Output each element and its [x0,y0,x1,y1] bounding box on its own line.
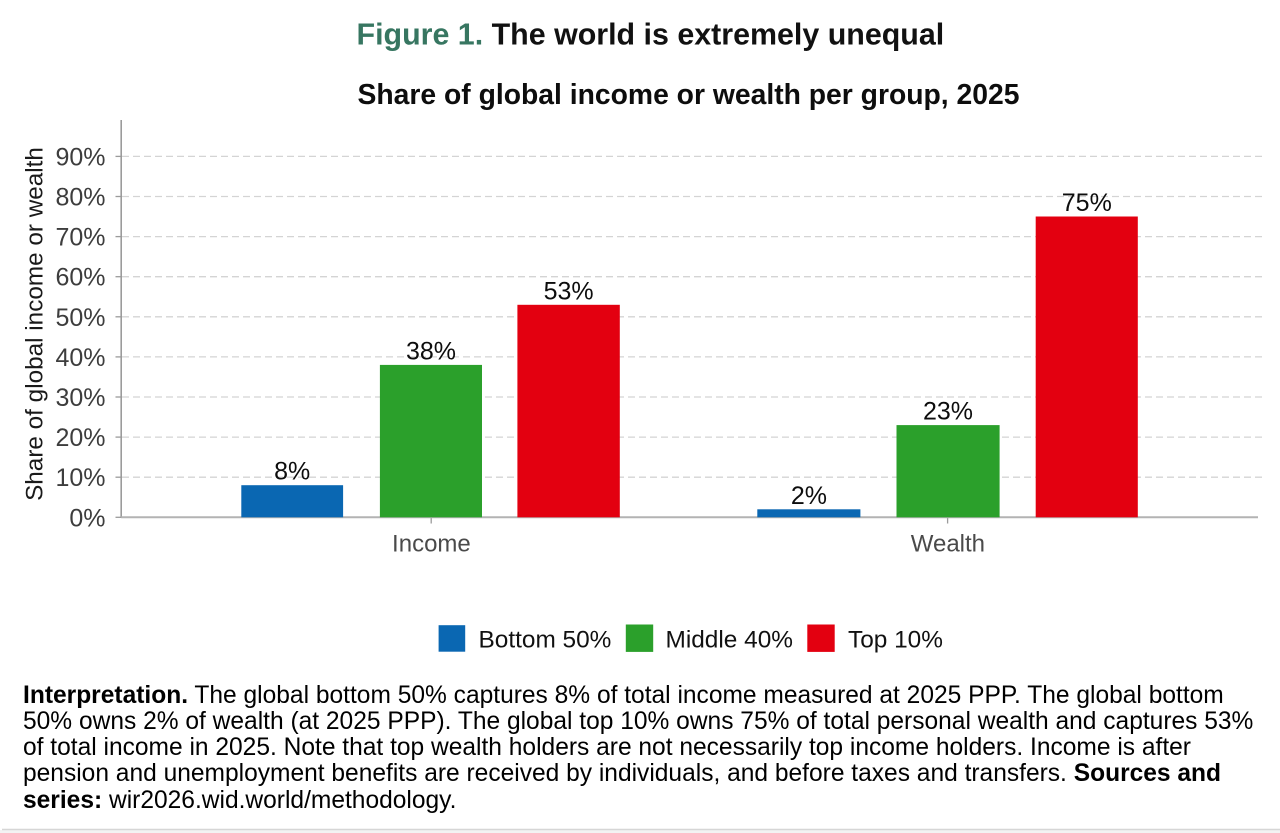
svg-text:Income: Income [392,531,471,558]
svg-text:50%: 50% [55,304,105,332]
svg-text:Top 10%: Top 10% [848,626,943,653]
svg-text:2%: 2% [791,482,827,510]
svg-text:23%: 23% [923,398,973,426]
svg-text:40%: 40% [55,344,105,372]
svg-text:10%: 10% [55,464,105,492]
svg-text:Figure 1. The world is extreme: Figure 1. The world is extremely unequal [357,18,945,52]
svg-text:Bottom 50%: Bottom 50% [479,626,612,653]
svg-text:38%: 38% [406,337,456,365]
svg-text:8%: 8% [274,458,310,486]
svg-text:90%: 90% [55,143,105,171]
svg-text:20%: 20% [55,424,105,452]
svg-text:Middle 40%: Middle 40% [666,626,793,653]
svg-text:53%: 53% [544,277,594,305]
svg-text:75%: 75% [1062,189,1112,217]
svg-text:Share of global income or weal: Share of global income or wealth [22,147,49,501]
svg-text:0%: 0% [69,504,105,532]
svg-text:70%: 70% [55,224,105,252]
svg-text:Share of global income or weal: Share of global income or wealth per gro… [358,78,1020,110]
svg-text:Wealth: Wealth [911,531,985,558]
svg-text:60%: 60% [55,264,105,292]
svg-text:30%: 30% [55,384,105,412]
svg-text:80%: 80% [55,184,105,212]
